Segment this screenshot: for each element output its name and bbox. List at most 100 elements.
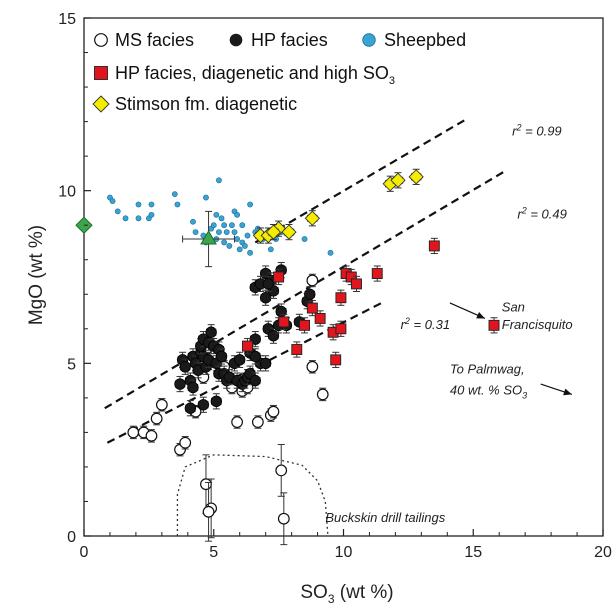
palmwag-arrow-head (563, 388, 572, 396)
x-tick-label: 0 (80, 544, 89, 561)
sheepbed-point (247, 201, 253, 208)
legend-label: HP facies, diagenetic and high SO3 (115, 63, 395, 87)
sheepbed-point (190, 218, 196, 225)
legend-label: Sheepbed (384, 30, 466, 50)
sheepbed-point (241, 243, 248, 249)
ms-point (231, 416, 244, 428)
series-group (182, 210, 236, 268)
stimson-point (390, 172, 406, 188)
hp-point (187, 381, 199, 394)
sheepbed-point (135, 215, 142, 222)
ms-point (127, 426, 140, 439)
sheepbed-point (234, 236, 241, 242)
hp-diagenetic-point (273, 271, 285, 283)
sheepbed-point (148, 211, 155, 218)
annotation-text: Francisquito (502, 317, 573, 332)
hp-diagenetic-point (335, 292, 347, 304)
sheepbed-point (218, 215, 225, 222)
legend-sheepbed-symbol (362, 33, 376, 47)
ms-point (275, 464, 288, 477)
sheepbed-point (221, 239, 228, 246)
stimson-point (265, 224, 282, 240)
sheepbed-point (192, 229, 199, 236)
stimson-point (304, 210, 320, 226)
legend-label: MS facies (115, 30, 194, 50)
buckskin-outline (176, 454, 329, 537)
trendlines: r2 = 0.99 r2 = 0.49 r2 = 0.31 (104, 117, 567, 444)
hp-diagenetic-point (242, 340, 253, 352)
annotation-text: 40 wt. % SO3 (450, 382, 527, 400)
series-group (252, 168, 424, 244)
hp-point (304, 288, 316, 300)
ms-point (316, 388, 329, 401)
stimson-point (281, 224, 297, 240)
hp-diagenetic-point (291, 344, 303, 355)
sheepbed-point (301, 236, 308, 242)
sheepbed-point (247, 249, 253, 256)
ms-point (306, 274, 319, 287)
trendline (254, 117, 469, 244)
y-tick-label: 0 (67, 529, 76, 546)
series-group (127, 273, 329, 546)
hp-diagenetic-point (351, 278, 362, 290)
hp-diagenetic-point (299, 319, 311, 331)
sheepbed-point (226, 243, 233, 249)
sheepbed-point (244, 232, 251, 239)
hp-point (210, 395, 223, 408)
ms-point (267, 405, 280, 418)
hp-point (197, 399, 210, 411)
sheepbed-point (109, 198, 116, 204)
ms-point (306, 360, 319, 373)
hp-diagenetic-point (335, 323, 347, 335)
y-tick-label: 15 (58, 11, 76, 28)
trendline (104, 169, 508, 410)
series-group (107, 177, 334, 256)
sheepbed-point (122, 215, 129, 222)
annotation-text: To Palmwag, (450, 362, 525, 377)
sheepbed-point (267, 246, 274, 253)
triangle-point (200, 230, 217, 245)
legend-label: Stimson fm. diagenetic (115, 94, 297, 114)
hp-diagenetic-point (306, 302, 318, 314)
legend: MS facies HP facies Sheepbed HP facies, dia… (92, 30, 466, 114)
axis-ticks: 0 5 10 15 20 0 5 10 15 (58, 11, 612, 561)
hp-diagenetic-point (278, 316, 290, 328)
hp-diagenetic-point (330, 354, 342, 366)
ms-point (150, 412, 163, 425)
ms-point (277, 512, 290, 525)
san-francisquito-arrow-head (476, 311, 485, 319)
legend-ms-symbol (94, 33, 108, 47)
hp-point (275, 305, 287, 318)
x-tick-label: 20 (594, 544, 612, 561)
hp-diagenetic-point (488, 319, 500, 331)
hp-point (174, 378, 186, 390)
sheepbed-point (236, 246, 243, 253)
hp-point (259, 357, 272, 370)
trendline-label: r2 = 0.99 (512, 122, 561, 138)
sheepbed-point (229, 222, 235, 229)
sheepbed-point (148, 201, 155, 208)
legend-hp-symbol (229, 33, 243, 47)
hp-point (184, 402, 197, 414)
hp-point (267, 330, 280, 342)
hp-point (179, 361, 191, 373)
x-tick-label: 10 (335, 544, 353, 561)
hp-point (233, 354, 246, 366)
sheepbed-point (135, 201, 142, 208)
y-tick-label: 10 (58, 184, 76, 201)
hp-diagenetic-point (371, 268, 383, 279)
sheepbed-point (221, 222, 228, 229)
trendline-label: r2 = 0.31 (401, 316, 450, 332)
hp-point (205, 326, 217, 338)
sheepbed-point (216, 177, 222, 184)
ms-point (145, 429, 158, 442)
stimson-point (408, 169, 424, 185)
sheepbed-point (210, 222, 217, 229)
sheepbed-point (231, 229, 238, 236)
legend-stimson-symbol (92, 95, 110, 113)
ms-point (251, 416, 264, 428)
sheepbed-point (216, 229, 222, 236)
sheepbed-point (203, 194, 209, 201)
annotation-text: San (502, 300, 525, 315)
